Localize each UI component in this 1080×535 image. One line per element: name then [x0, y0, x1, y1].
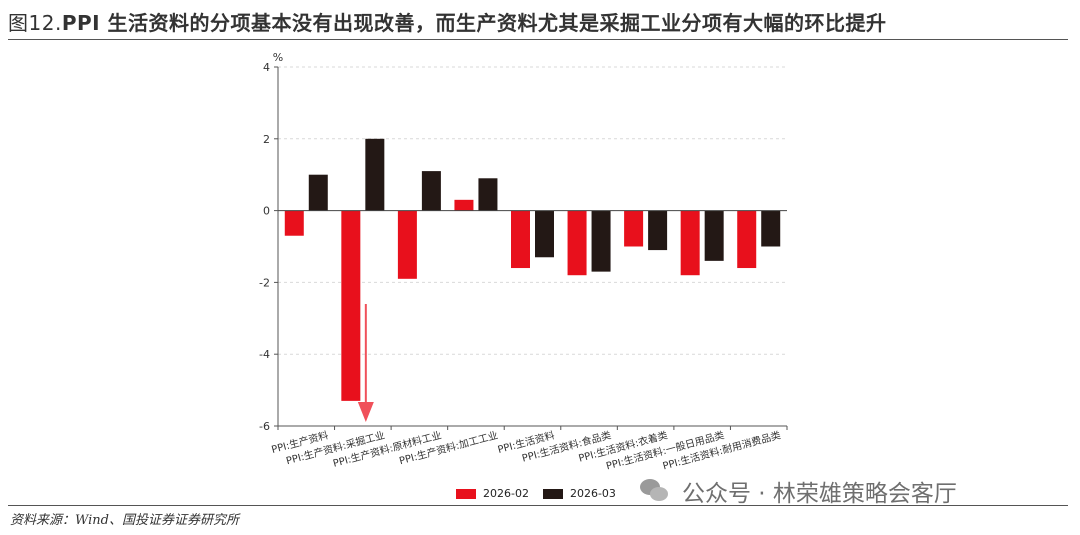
legend-label-2026-03: 2026-03 — [569, 487, 616, 500]
annotation-arrow-head — [357, 402, 374, 422]
legend-swatch-2026-03 — [542, 488, 563, 499]
bar-2026-03-0 — [308, 174, 328, 211]
bar-2026-03-8 — [761, 210, 781, 247]
bar-2026-02-7 — [680, 210, 700, 276]
bar-2026-03-2 — [421, 171, 441, 211]
y-axis-unit: % — [273, 51, 283, 64]
y-tick-label: 4 — [263, 61, 270, 74]
legend-label-2026-02: 2026-02 — [483, 487, 529, 500]
bar-2026-03-7 — [704, 210, 724, 261]
y-tick-label: -6 — [259, 420, 270, 433]
figure-title: 图12.PPI 生活资料的分项基本没有出现改善，而生产资料尤其是采掘工业分项有大… — [8, 7, 887, 36]
bar-2026-02-3 — [454, 199, 474, 211]
watermark: 公众号 · 林荣雄策略会客厅 — [640, 474, 957, 508]
bar-2026-02-0 — [284, 210, 304, 236]
bar-2026-03-4 — [535, 210, 554, 258]
figure-number: 图12. — [8, 11, 62, 35]
source-rule — [8, 505, 1068, 506]
figure-title-text: PPI 生活资料的分项基本没有出现改善，而生产资料尤其是采掘工业分项有大幅的环比… — [61, 11, 887, 35]
bar-2026-02-8 — [737, 210, 757, 269]
bar-2026-02-1 — [341, 210, 361, 401]
source-note: 资料来源：Wind、国投证券证券研究所 — [10, 513, 239, 528]
legend-item-2026-03: 2026-03 — [542, 487, 616, 500]
bar-2026-03-6 — [648, 210, 668, 251]
y-tick-label: 0 — [263, 205, 270, 218]
bar-2026-02-6 — [624, 210, 644, 247]
watermark-text: 公众号 · 林荣雄策略会客厅 — [682, 481, 957, 507]
title-rule — [8, 39, 1068, 40]
legend-item-2026-02: 2026-02 — [456, 487, 529, 500]
bar-2026-03-1 — [365, 138, 385, 211]
y-tick-label: -2 — [259, 276, 270, 289]
y-tick-label: 2 — [263, 133, 270, 146]
bar-2026-02-5 — [567, 210, 587, 276]
bar-2026-02-2 — [397, 210, 417, 279]
wechat-icon — [640, 479, 670, 503]
bar-2026-03-3 — [478, 178, 498, 211]
bar-2026-02-4 — [511, 210, 530, 269]
legend-swatch-2026-02 — [456, 488, 476, 499]
bar-2026-03-5 — [591, 210, 611, 272]
chart-legend: 2026-02 2026-03 — [456, 487, 630, 500]
y-tick-label: -4 — [259, 348, 270, 361]
